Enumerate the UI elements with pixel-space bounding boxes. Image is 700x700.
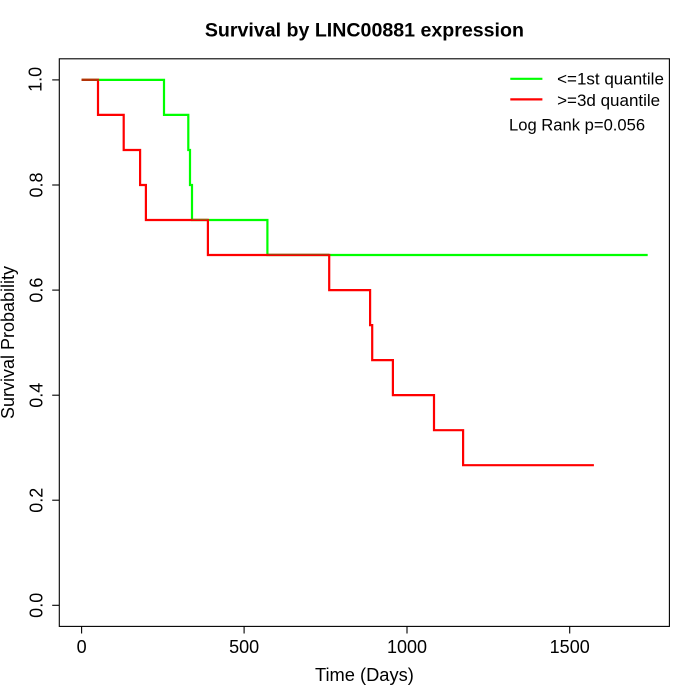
- svg-text:1000: 1000: [387, 637, 427, 657]
- svg-text:0.0: 0.0: [27, 593, 47, 618]
- svg-text:500: 500: [229, 637, 259, 657]
- svg-text:1500: 1500: [550, 637, 590, 657]
- svg-text:>=3d quantile: >=3d quantile: [557, 91, 660, 110]
- svg-text:Log Rank p=0.056: Log Rank p=0.056: [509, 115, 645, 134]
- svg-text:1.0: 1.0: [26, 67, 46, 92]
- svg-text:0.4: 0.4: [27, 383, 47, 408]
- svg-text:0: 0: [77, 637, 87, 657]
- svg-text:0.8: 0.8: [27, 172, 47, 197]
- svg-text:Survival Probability: Survival Probability: [0, 266, 18, 419]
- svg-text:0.6: 0.6: [27, 278, 47, 303]
- svg-text:0.2: 0.2: [27, 488, 47, 513]
- svg-text:Survival by LINC00881 expressi: Survival by LINC00881 expression: [205, 19, 524, 41]
- svg-text:<=1st quantile: <=1st quantile: [557, 70, 664, 89]
- svg-text:Time (Days): Time (Days): [315, 664, 414, 685]
